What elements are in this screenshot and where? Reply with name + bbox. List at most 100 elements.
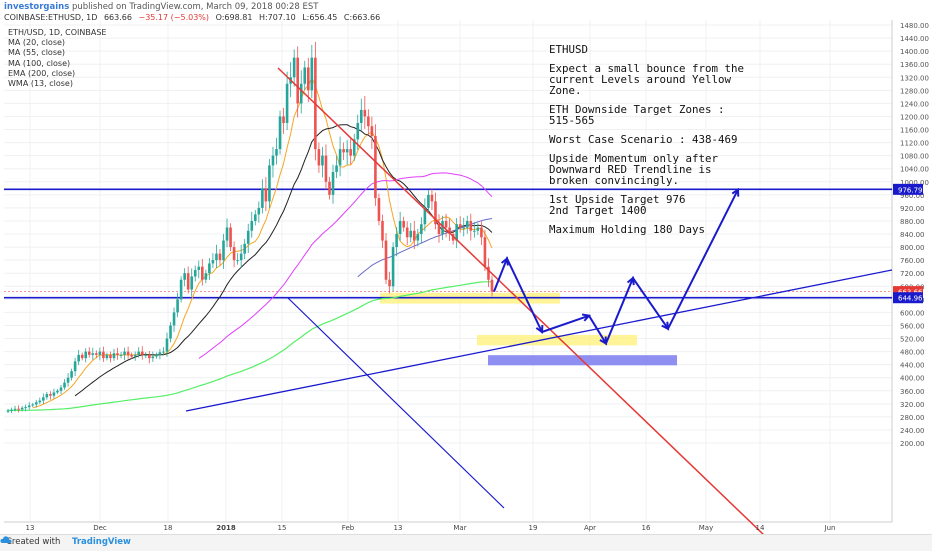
price-tick-label: 1200.00 bbox=[900, 113, 929, 121]
candle-body bbox=[197, 266, 201, 270]
candle-body bbox=[56, 390, 59, 393]
candle-body bbox=[405, 227, 409, 238]
candle-body bbox=[49, 394, 52, 396]
date-tick-label: 19 bbox=[529, 524, 538, 532]
publish-text: published on TradingView.com, March 09, … bbox=[71, 2, 319, 12]
publisher-name[interactable]: investorgains bbox=[4, 2, 70, 12]
candle-body bbox=[328, 181, 331, 195]
note-title: ETHUSD bbox=[549, 43, 589, 56]
candle-body bbox=[95, 353, 98, 355]
candle-body bbox=[34, 402, 38, 405]
candle-body bbox=[416, 234, 420, 241]
candle-body bbox=[91, 353, 95, 355]
candle-body bbox=[105, 354, 109, 359]
projection-arrowhead bbox=[535, 324, 544, 334]
candle-body bbox=[70, 371, 73, 378]
candle-body bbox=[303, 67, 307, 84]
candle-body bbox=[487, 266, 490, 280]
price-tick-label: 1320.00 bbox=[900, 74, 929, 82]
candle-body bbox=[420, 224, 423, 235]
candle-body bbox=[183, 273, 186, 280]
candle-body bbox=[45, 394, 49, 398]
indicator-legend: ETH/USD, 1D, COINBASE MA (20, close) MA … bbox=[8, 28, 107, 89]
candle-body bbox=[73, 361, 77, 372]
candle-body bbox=[292, 57, 296, 78]
tradingview-brand[interactable]: TradingView bbox=[72, 537, 131, 547]
candle-body bbox=[151, 356, 155, 359]
candle-body bbox=[441, 220, 444, 235]
note-line-6: Maximum Holding 180 Days bbox=[549, 223, 706, 236]
candle-body bbox=[239, 253, 243, 261]
candle-body bbox=[66, 377, 70, 383]
date-tick-label: 16 bbox=[642, 524, 651, 532]
price-tick-label: 1360.00 bbox=[900, 61, 929, 69]
note-line-3: Worst Case Scenario : 438-469 bbox=[549, 133, 738, 146]
candle-body bbox=[31, 404, 35, 406]
price-tick-label: 1240.00 bbox=[900, 100, 929, 108]
candle-body bbox=[42, 397, 45, 401]
publish-info: investorgains published on TradingView.c… bbox=[4, 2, 318, 12]
candle-body bbox=[20, 407, 24, 410]
candle-body bbox=[310, 57, 314, 91]
date-tick-label: Dec bbox=[93, 524, 107, 532]
candle-body bbox=[402, 220, 405, 228]
legend-ma20[interactable]: MA (20, close) bbox=[8, 38, 66, 48]
candle-body bbox=[116, 353, 119, 355]
candle-body bbox=[257, 207, 261, 215]
price-label-text: 644.96 bbox=[898, 295, 923, 303]
price-tick-label: 1480.00 bbox=[900, 22, 929, 30]
candle-body bbox=[246, 230, 250, 244]
candle-body bbox=[176, 299, 179, 313]
price-tick-label: 1000.00 bbox=[900, 179, 929, 187]
date-tick-label: Mar bbox=[453, 524, 466, 532]
candle-body bbox=[190, 276, 194, 290]
legend-ema200[interactable]: EMA (200, close) bbox=[8, 68, 76, 78]
legend-ma55[interactable]: MA (55, close) bbox=[8, 48, 66, 58]
candle-body bbox=[395, 234, 398, 248]
candle-body bbox=[123, 351, 126, 355]
candles bbox=[6, 41, 494, 414]
candle-body bbox=[229, 227, 232, 248]
candle-body bbox=[374, 136, 377, 199]
candle-body bbox=[384, 240, 388, 280]
time-axis: 13 Dec 18 2018 15 Feb 13 Mar 19 Apr 16 May 14 Jun bbox=[26, 524, 836, 532]
candle-body bbox=[59, 387, 63, 391]
candle-body bbox=[282, 116, 285, 123]
price-tick-label: 1160.00 bbox=[900, 127, 929, 135]
date-tick-label: 15 bbox=[278, 524, 287, 532]
candle-body bbox=[169, 325, 172, 339]
candle-body bbox=[448, 227, 451, 235]
price-tick-label: 360.00 bbox=[900, 388, 925, 396]
legend-symbol[interactable]: ETH/USD, 1D, COINBASE bbox=[8, 28, 107, 37]
symbol-label: COINBASE:ETHUSD, 1D bbox=[4, 13, 98, 22]
price-tick-label: 320.00 bbox=[900, 401, 925, 409]
open: O:698.81 bbox=[215, 13, 253, 22]
candle-body bbox=[250, 220, 254, 231]
price-tick-label: 720.00 bbox=[900, 270, 925, 278]
candle-body bbox=[27, 405, 31, 408]
yellow-zone-lower bbox=[477, 334, 637, 346]
price-tick-label: 1040.00 bbox=[900, 166, 929, 174]
price-tick-label: 1280.00 bbox=[900, 87, 929, 95]
candle-body bbox=[236, 260, 239, 262]
candle-body bbox=[278, 116, 282, 150]
legend-wma13[interactable]: WMA (13, close) bbox=[8, 79, 73, 89]
candle-body bbox=[215, 253, 218, 261]
blue-descending-line bbox=[287, 297, 505, 509]
candle-body bbox=[13, 408, 17, 410]
candle-body bbox=[222, 240, 225, 261]
candle-body bbox=[155, 354, 158, 357]
candle-body bbox=[10, 409, 13, 411]
price-tick-label: 280.00 bbox=[900, 414, 925, 422]
candle-body bbox=[140, 351, 144, 355]
legend-ma100[interactable]: MA (100, close) bbox=[8, 58, 71, 68]
candle-body bbox=[87, 351, 91, 355]
candle-body bbox=[455, 224, 458, 241]
candle-body bbox=[162, 351, 165, 353]
created-with-label: Created with bbox=[6, 537, 61, 547]
price-tick-label: 240.00 bbox=[900, 427, 925, 435]
candle-body bbox=[480, 227, 483, 238]
candle-body bbox=[462, 227, 466, 229]
candle-body bbox=[126, 351, 130, 355]
price-tick-label: 880.00 bbox=[900, 218, 925, 226]
